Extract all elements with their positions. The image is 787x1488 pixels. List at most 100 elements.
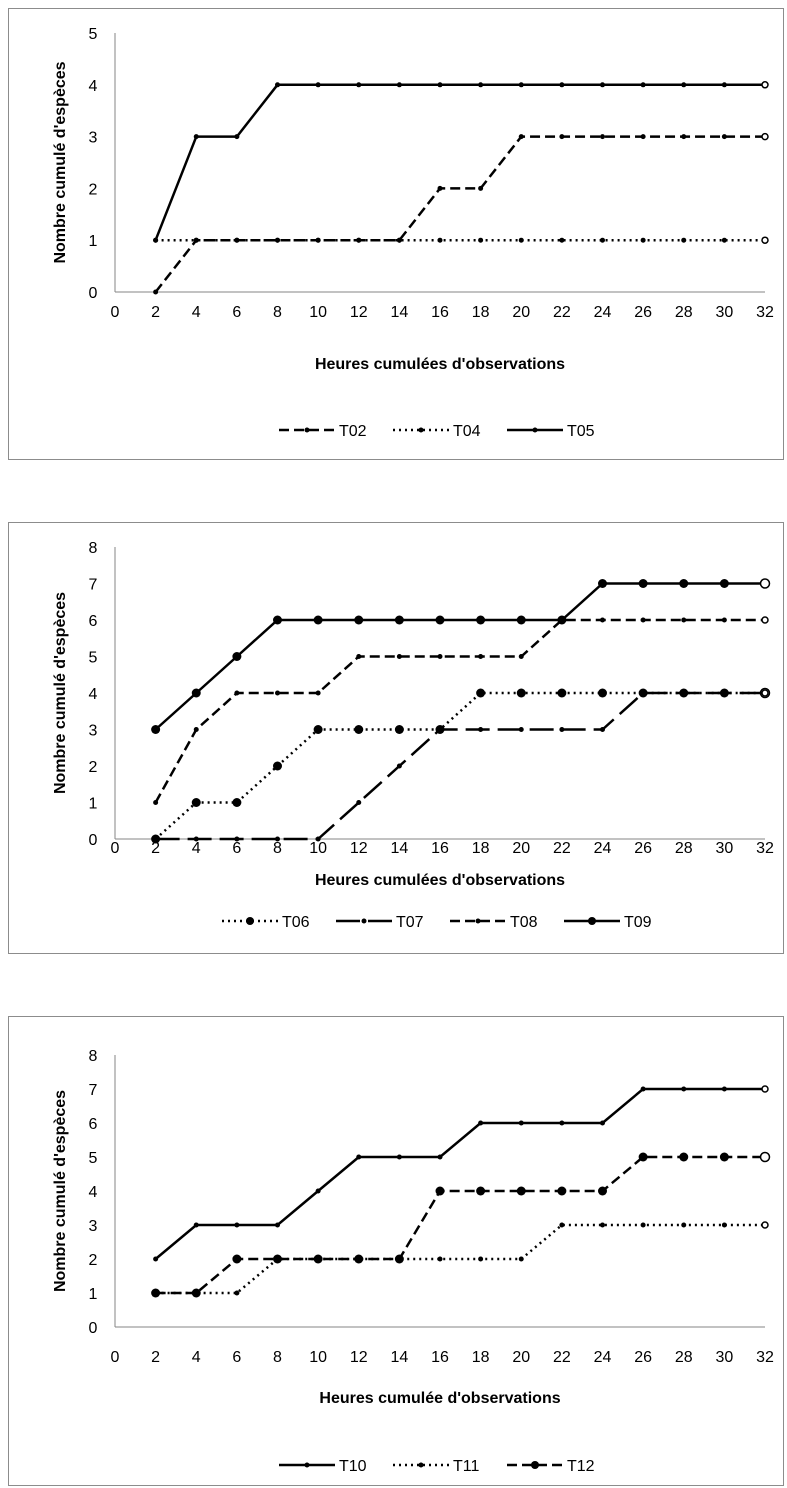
y-tick-label: 1 <box>89 233 98 250</box>
data-point-t07 <box>153 836 159 842</box>
x-tick-label: 6 <box>232 304 241 321</box>
x-tick-label: 2 <box>151 840 160 857</box>
data-point-t07 <box>721 690 727 696</box>
data-point-t07 <box>681 690 687 696</box>
legend-label-t06: T06 <box>282 914 310 931</box>
x-tick-label: 16 <box>431 840 449 857</box>
x-tick-label: 30 <box>715 840 733 857</box>
data-point-t05 <box>478 82 484 88</box>
data-point-t08 <box>153 800 159 805</box>
data-point-t09 <box>638 579 648 588</box>
data-point-t09 <box>516 615 526 625</box>
x-axis-title: Heures cumulées d'observations <box>315 356 565 373</box>
x-tick-label: 4 <box>192 304 201 321</box>
x-tick-label: 12 <box>350 304 368 321</box>
data-point-t05 <box>761 81 769 89</box>
data-point-t10 <box>275 1222 280 1228</box>
data-point-t05 <box>518 82 524 88</box>
x-tick-label: 18 <box>472 840 490 857</box>
x-tick-label: 28 <box>675 840 693 857</box>
data-point-t09 <box>679 579 689 588</box>
data-point-t05 <box>356 82 362 88</box>
x-tick-label: 32 <box>756 1349 774 1366</box>
y-tick-label: 6 <box>89 613 98 630</box>
x-tick-label: 24 <box>594 1349 612 1366</box>
data-point-t02 <box>600 134 605 140</box>
data-point-t08 <box>761 616 769 624</box>
data-point-t09 <box>354 615 364 625</box>
data-point-t12 <box>435 1186 445 1196</box>
y-tick-label: 1 <box>89 796 98 813</box>
x-tick-label: 30 <box>715 304 733 321</box>
data-point-t08 <box>640 617 646 623</box>
data-point-t09 <box>313 615 323 625</box>
data-point-t09 <box>435 615 445 625</box>
data-point-t07 <box>559 727 565 732</box>
data-point-t10 <box>356 1154 362 1160</box>
data-point-t05 <box>234 134 240 140</box>
legend-label-t10: T10 <box>339 1458 367 1475</box>
legend-marker-t10 <box>304 1462 310 1468</box>
data-point-t08 <box>193 727 199 732</box>
y-tick-label: 7 <box>89 577 98 594</box>
legend-marker-t12 <box>531 1461 539 1469</box>
data-point-t07 <box>478 727 484 732</box>
data-point-t12 <box>273 1254 282 1264</box>
data-point-t10 <box>600 1120 605 1126</box>
x-tick-label: 14 <box>390 840 408 857</box>
legend-marker-t05 <box>532 427 538 433</box>
y-tick-label: 3 <box>89 723 98 740</box>
x-tick-label: 26 <box>634 1349 652 1366</box>
data-point-t10 <box>640 1086 646 1092</box>
data-point-t07 <box>234 836 240 842</box>
x-tick-label: 10 <box>309 1349 327 1366</box>
data-point-t04 <box>437 237 443 243</box>
x-tick-label: 18 <box>472 304 490 321</box>
x-tick-label: 14 <box>390 304 408 321</box>
data-point-t11 <box>518 1256 524 1262</box>
data-point-t02 <box>721 134 727 140</box>
data-point-t05 <box>559 82 565 88</box>
x-tick-label: 14 <box>390 1349 408 1366</box>
y-tick-label: 0 <box>89 1320 98 1337</box>
data-point-t04 <box>396 237 402 243</box>
legend-label-t12: T12 <box>567 1458 595 1475</box>
x-tick-label: 22 <box>553 840 571 857</box>
x-tick-label: 8 <box>273 304 282 321</box>
data-point-t02 <box>559 134 565 140</box>
series-line-t02 <box>154 135 765 293</box>
legend-label-t07: T07 <box>396 914 424 931</box>
x-tick-label: 6 <box>232 840 241 857</box>
data-point-t07 <box>640 690 646 696</box>
data-point-t06 <box>273 761 282 771</box>
y-tick-label: 3 <box>89 1218 98 1235</box>
data-point-t09 <box>719 579 729 588</box>
y-axis-title: Nombre cumulé d'espèces <box>52 61 69 263</box>
x-tick-label: 30 <box>715 1349 733 1366</box>
x-axis-title: Heures cumulées d'observations <box>315 872 565 889</box>
data-point-t10 <box>518 1120 524 1126</box>
legend-label-t08: T08 <box>510 914 538 931</box>
data-point-t06 <box>598 688 607 698</box>
legend-marker-t02 <box>304 427 310 433</box>
data-point-t04 <box>518 237 524 243</box>
y-axis-title: Nombre cumulé d'espèces <box>52 592 69 794</box>
data-point-t07 <box>356 800 362 805</box>
data-point-t02 <box>153 289 159 295</box>
data-point-t05 <box>437 82 443 88</box>
data-point-t09 <box>476 615 486 625</box>
data-point-t06 <box>354 725 364 734</box>
data-point-t07 <box>761 689 769 697</box>
legend-marker-t06 <box>246 917 254 925</box>
data-point-t10 <box>315 1188 321 1194</box>
data-point-t12 <box>313 1254 323 1264</box>
y-tick-label: 5 <box>89 1150 98 1167</box>
data-point-t02 <box>640 134 646 140</box>
data-point-t05 <box>721 82 727 88</box>
data-point-t09 <box>759 578 771 589</box>
x-tick-label: 12 <box>350 1349 368 1366</box>
data-point-t05 <box>275 82 280 88</box>
